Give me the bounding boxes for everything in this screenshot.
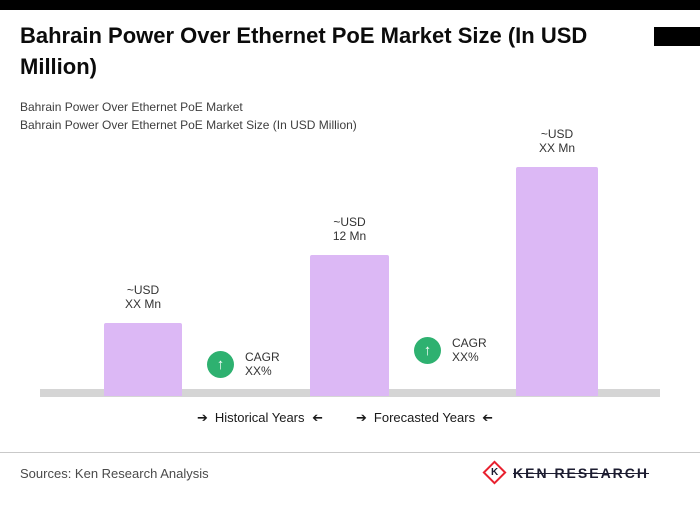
bar-value-line1: ~USD bbox=[333, 215, 366, 229]
cagr-label: CAGR bbox=[245, 350, 280, 364]
up-arrow-icon: ↑ bbox=[414, 336, 441, 364]
left-arrow-icon: ➔ bbox=[311, 410, 323, 425]
ken-research-logo: K KEN RESEARCH bbox=[482, 460, 650, 485]
left-arrow-icon: ➔ bbox=[482, 410, 493, 425]
cagr-badge-historical: ↑ CAGR XX% bbox=[207, 350, 280, 378]
bar-historical bbox=[104, 323, 182, 396]
page-title: Bahrain Power Over Ethernet PoE Market S… bbox=[20, 23, 588, 79]
bar-group-historical: ~USD XX Mn bbox=[104, 283, 182, 396]
subtitle-line-1: Bahrain Power Over Ethernet PoE Market bbox=[20, 100, 243, 114]
up-arrow-icon: ↑ bbox=[207, 350, 234, 378]
axis-label-historical-years: ➔ Historical Years ➔ bbox=[197, 410, 322, 425]
up-arrow-glyph: ↑ bbox=[216, 355, 225, 373]
subtitle-line-2: Bahrain Power Over Ethernet PoE Market S… bbox=[20, 118, 357, 132]
top-right-accent bbox=[654, 27, 700, 46]
bar-value-label: ~USD 12 Mn bbox=[333, 215, 366, 243]
cagr-value: XX% bbox=[452, 350, 479, 364]
axis-label-text: Historical Years bbox=[214, 410, 305, 425]
bar-value-line1: ~USD bbox=[540, 127, 574, 141]
bar-value-line2: 12 Mn bbox=[332, 229, 367, 243]
footer-divider bbox=[0, 452, 700, 453]
up-arrow-glyph: ↑ bbox=[423, 341, 432, 359]
right-arrow-icon: ➔ bbox=[197, 410, 208, 425]
bar-value-line2: XX Mn bbox=[538, 141, 575, 155]
bar-value-label: ~USD XX Mn bbox=[539, 127, 575, 155]
source-text: Sources: Ken Research Analysis bbox=[20, 466, 209, 481]
logo-diamond-icon: K bbox=[482, 460, 507, 485]
bar-value-line2: XX Mn bbox=[124, 297, 161, 311]
bar-group-forecast: ~USD XX Mn bbox=[516, 127, 598, 396]
cagr-text: CAGR XX% bbox=[452, 336, 487, 364]
bar-value-line1: ~USD bbox=[126, 283, 160, 297]
right-arrow-icon: ➔ bbox=[356, 410, 367, 425]
axis-label-text: Forecasted Years bbox=[373, 410, 476, 425]
axis-label-forecasted-years: ➔ Forecasted Years ➔ bbox=[356, 410, 493, 425]
bar-group-current: ~USD 12 Mn bbox=[310, 215, 389, 396]
bar-value-label: ~USD XX Mn bbox=[125, 283, 161, 311]
logo-text: KEN RESEARCH bbox=[513, 464, 650, 481]
bar-current bbox=[310, 255, 389, 396]
bar-forecast bbox=[516, 167, 598, 396]
top-accent-bar bbox=[0, 0, 700, 10]
cagr-value: XX% bbox=[245, 364, 272, 378]
cagr-text: CAGR XX% bbox=[245, 350, 280, 378]
cagr-label: CAGR bbox=[452, 336, 487, 350]
logo-letter: K bbox=[490, 466, 499, 478]
cagr-badge-forecast: ↑ CAGR XX% bbox=[414, 336, 487, 364]
